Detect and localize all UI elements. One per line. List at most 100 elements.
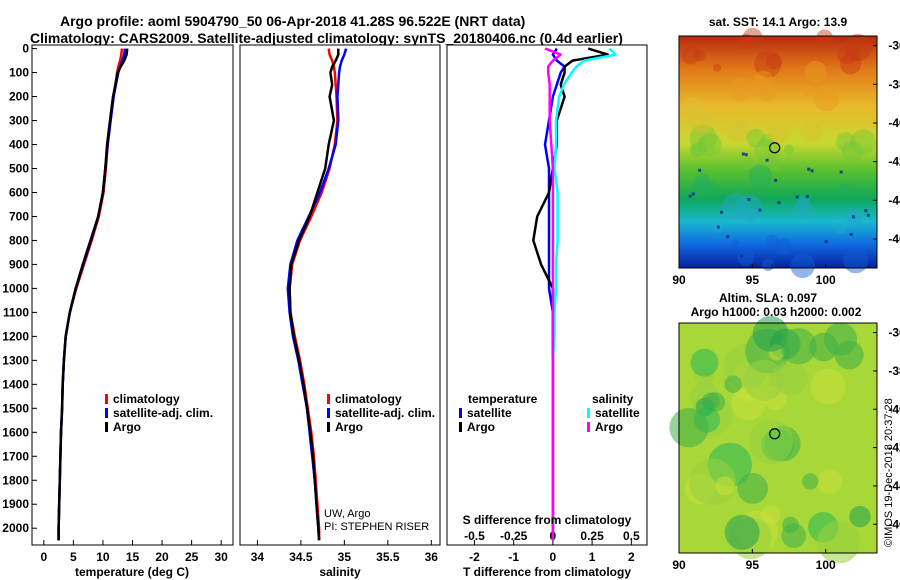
sst-texture-pixel — [691, 192, 695, 196]
argo-float-marker — [769, 142, 781, 154]
legend-s-satellite-label: satellite — [595, 406, 640, 420]
sst-texture-pixel — [747, 198, 751, 201]
sst-texture-blob — [816, 29, 834, 47]
sst-texture-pixel — [744, 153, 748, 157]
sla-texture-blob — [690, 348, 719, 377]
sst-texture-blob — [738, 34, 754, 50]
lon-tick-label: 95 — [746, 273, 760, 287]
sla-lon-axis: 90 95 100 — [672, 549, 836, 572]
t-difference-xlabel: T difference from climatology — [463, 565, 631, 579]
sst-texture-blob — [783, 144, 795, 155]
figure-title-line2: Climatology: CARS2009. Satellite-adjuste… — [30, 30, 623, 46]
sst-texture-blob — [816, 85, 828, 97]
sst-texture-pixel — [720, 210, 723, 214]
sst-texture-blob — [698, 136, 708, 145]
sst-texture-blob — [813, 86, 840, 112]
lat-tick-label: -38 — [888, 364, 900, 378]
sla-map-panel: Altim. SLA: 0.097 Argo h1000: 0.03 h2000… — [669, 291, 900, 572]
x-tick-label: 35.5 — [376, 550, 400, 564]
sst-texture-pixel — [726, 235, 730, 239]
x-tick-label: 25 — [185, 550, 199, 564]
sst-texture-blob — [682, 96, 703, 117]
x-tick-label: 15 — [126, 550, 140, 564]
sst-texture-pixel — [810, 169, 814, 173]
legend-t-argo-swatch — [459, 422, 462, 432]
lat-tick-label: -36 — [888, 326, 900, 340]
pi-annotation-line1: UW, Argo — [324, 508, 370, 520]
lat-tick-label: -36 — [888, 39, 900, 53]
sst-texture-pixel — [688, 194, 692, 198]
lat-tick-label: -40 — [888, 402, 900, 416]
lat-tick-label: -46 — [888, 232, 900, 246]
sst-texture-blob — [713, 63, 721, 72]
lon-tick-label: 90 — [672, 273, 686, 287]
sst-texture-blob — [754, 138, 780, 164]
difference-axes-frame — [446, 44, 648, 546]
lon-tick-label: 90 — [672, 558, 686, 572]
x-tick-label: 30 — [214, 550, 228, 564]
x-tick-label: 20 — [155, 550, 169, 564]
sst-texture-pixel — [770, 263, 774, 267]
sst-lon-axis: 90 95 100 — [672, 264, 836, 287]
depth-tick-label: 1000 — [2, 281, 29, 295]
argo-profile-line — [57, 48, 129, 541]
sst-texture-blob — [697, 132, 722, 157]
sst-texture-blob — [689, 124, 718, 153]
legend-s-argo-label: Argo — [595, 420, 623, 434]
sla-texture-blob — [810, 368, 846, 405]
depth-tick-label: 1200 — [2, 329, 29, 343]
sla-texture-blob — [752, 315, 789, 352]
legend-t-satellite-label: satellite — [467, 406, 512, 420]
t-diff-tick-label: 1 — [589, 550, 596, 564]
sst-texture-pixel — [839, 170, 843, 174]
sst-texture-blob — [839, 182, 852, 196]
legend-t-argo-label: Argo — [467, 420, 495, 434]
s-diff-tick-label: 0.5 — [623, 529, 640, 543]
sst-texture-blob — [758, 83, 777, 102]
sst-texture-blob — [741, 157, 753, 169]
depth-tick-label: 700 — [9, 209, 29, 223]
sst-texture-pixel — [758, 208, 762, 212]
legend-argo-label: Argo — [335, 420, 363, 434]
sla-texture-blob — [782, 516, 799, 534]
legend-satellite-swatch — [105, 408, 108, 418]
sst-texture-blob — [694, 172, 711, 189]
salinity-axes-frame — [239, 44, 441, 546]
depth-tick-label: 1400 — [2, 377, 29, 391]
depth-tick-label: 1300 — [2, 353, 29, 367]
pi-annotation-line2: PI: STEPHEN RISER — [324, 521, 429, 533]
legend-climatology-swatch — [105, 394, 108, 404]
sla-lat-axis: -36 -38 -40 -42 -44 -46 — [873, 326, 900, 531]
sla-texture-blob — [743, 359, 785, 401]
temperature-lines — [57, 48, 129, 541]
x-tick-label: 5 — [70, 550, 77, 564]
sst-texture-blob — [729, 77, 753, 102]
salinity-xlabel: salinity — [319, 565, 361, 579]
depth-tick-label: 1600 — [2, 425, 29, 439]
sst-texture-pixel — [741, 152, 745, 156]
sst-texture-blob — [742, 27, 763, 48]
legend-climatology-label: climatology — [335, 392, 402, 406]
t-diff-tick-label: 0 — [550, 550, 557, 564]
lon-tick-label: 100 — [816, 558, 836, 572]
sst-texture-blob — [691, 179, 710, 198]
lat-tick-label: -40 — [888, 116, 900, 130]
salinity-panel: 34 34.5 35 35.5 36 climatology satellite-adj… — [239, 44, 441, 579]
sla-texture-blob — [724, 375, 742, 394]
legend-t-satellite-swatch — [459, 408, 462, 418]
lat-tick-label: -44 — [888, 193, 900, 207]
sst-texture-blob — [721, 193, 750, 221]
copyright-footer: ©IMOS 19-Dec-2018 20:37:28 — [883, 398, 895, 547]
legend-argo-swatch — [327, 422, 330, 432]
sla-texture-blob — [748, 419, 794, 464]
temperature-panel: 0100200300400500600700800900100011001200… — [2, 42, 234, 579]
sst-texture-blob — [800, 121, 822, 143]
t-diff-tick-label: 2 — [628, 550, 635, 564]
sst-texture-blob — [840, 53, 862, 75]
sst-texture-blob — [766, 121, 789, 144]
sst-texture-blob — [843, 248, 869, 274]
sst-texture-blob — [693, 49, 706, 62]
sst-texture-blob — [804, 60, 827, 83]
legend-climatology-swatch — [327, 394, 330, 404]
